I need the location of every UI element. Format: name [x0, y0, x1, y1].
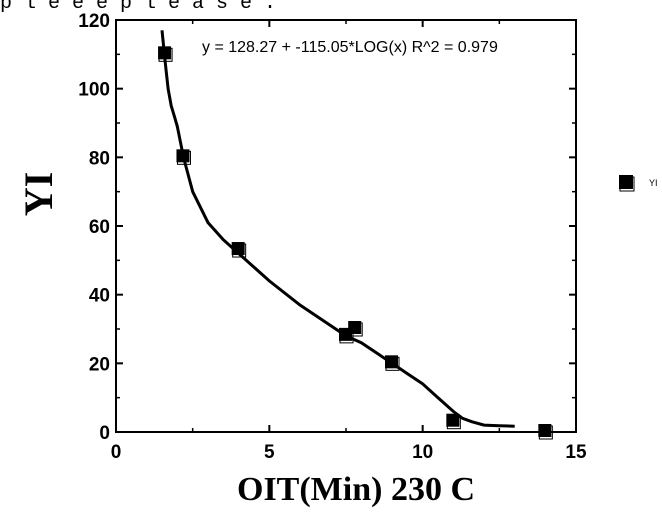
y-axis-label: YI [16, 172, 61, 216]
x-tick-label: 5 [264, 442, 275, 463]
plot-axes [115, 19, 577, 433]
data-point-outline [385, 356, 400, 371]
plot-frame [115, 19, 577, 433]
data-point [158, 46, 173, 62]
data-point [446, 413, 461, 430]
y-tick-label: 100 [78, 80, 110, 101]
data-point-fill [231, 242, 245, 256]
data-point-fill [538, 424, 552, 437]
y-tick-label: 20 [89, 354, 110, 375]
data-point-fill [158, 46, 172, 60]
data-point [385, 355, 400, 371]
data-point [176, 149, 191, 165]
fit-equation: y = 128.27 + -115.05*LOG(x) R^2 = 0.979 [202, 39, 498, 56]
data-point-fill [385, 355, 398, 369]
x-ticks: 0 5 10 15 [111, 20, 587, 463]
data-point-outline [158, 47, 173, 62]
y-tick-label: 60 [89, 217, 110, 238]
legend-marker-outline [619, 176, 635, 192]
x-tick-label: 15 [565, 442, 587, 463]
y-tick-label: 120 [78, 11, 110, 32]
data-point-outline [232, 243, 247, 258]
data-point-outline [446, 415, 461, 430]
y-tick-label: 40 [89, 286, 110, 307]
y-tick-label: 80 [89, 148, 110, 169]
x-axis-label: OIT(Min) 230 C [237, 471, 475, 508]
legend: YI [619, 175, 658, 192]
y-tick-label: 0 [99, 423, 110, 444]
fit-curve [160, 30, 515, 428]
x-tick-label: 0 [111, 442, 122, 463]
y-ticks: 0 20 40 60 80 100 120 [78, 11, 576, 444]
data-point [231, 242, 247, 258]
data-points [158, 46, 553, 440]
x-tick-label: 10 [412, 442, 433, 463]
data-point-outline [538, 425, 553, 440]
data-point [538, 424, 553, 440]
legend-marker [619, 175, 633, 189]
header-fragment: p l e e e p l e a s e . [0, 0, 276, 15]
data-point-fill [176, 149, 190, 163]
data-point-fill [446, 413, 460, 427]
data-point-outline [176, 150, 191, 165]
data-point-outline [348, 322, 363, 337]
data-point [348, 321, 363, 337]
legend-label: YI [649, 178, 658, 188]
data-point-fill [348, 321, 362, 334]
